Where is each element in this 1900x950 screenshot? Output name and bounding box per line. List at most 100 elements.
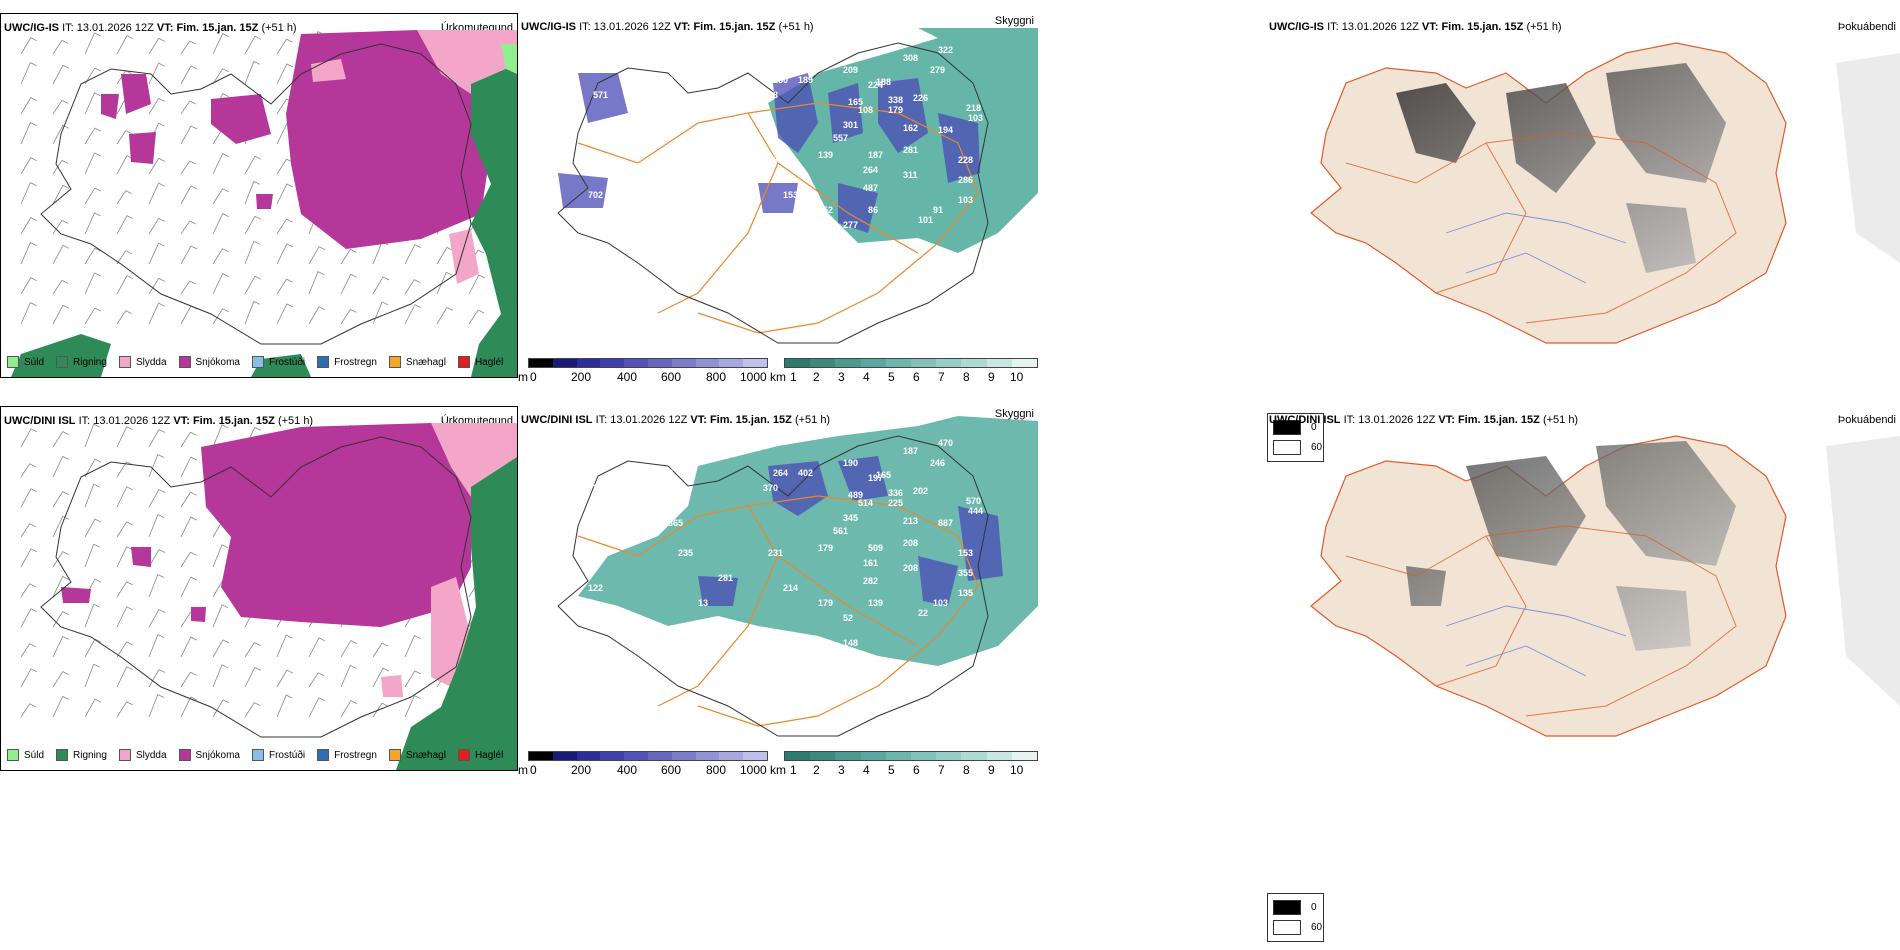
wind-barb	[52, 219, 69, 235]
road-network	[577, 102, 979, 334]
cloud-base-value: 224	[868, 80, 883, 90]
wind-barb	[212, 604, 229, 628]
cloud-base-value: 279	[930, 65, 945, 75]
wind-barb	[244, 666, 262, 688]
wind-barb	[52, 551, 69, 568]
wind-barb	[148, 217, 165, 235]
cloud-base-value: 489	[848, 490, 863, 500]
wind-barb	[308, 697, 326, 718]
wind-barb	[116, 581, 133, 598]
wind-barb	[404, 635, 421, 658]
cloud-base-value: 263	[658, 75, 673, 85]
precip-type-panel-row2: UWC/DINI ISL IT: 13.01.2026 12Z VT: Fim.…	[0, 406, 518, 771]
wind-barb	[84, 247, 101, 265]
wind-barb	[180, 40, 196, 55]
wind-barb	[148, 548, 166, 568]
wind-barb	[468, 274, 486, 295]
cloud-base-value: 235	[678, 548, 693, 558]
wind-barb	[52, 515, 69, 538]
wind-barb	[52, 99, 69, 115]
wind-barb	[148, 37, 165, 55]
wind-barb	[276, 669, 294, 688]
cloud-base-value: 322	[938, 45, 953, 55]
cloud-base-value: 190	[843, 458, 858, 468]
wind-barb	[308, 637, 326, 658]
fog-panel-row1: UWC/IG-IS IT: 13.01.2026 12Z VT: Fim. 15…	[1266, 13, 1900, 378]
wind-barb	[116, 666, 133, 688]
wind-barb	[180, 551, 197, 568]
cloud-base-value: 231	[768, 548, 783, 558]
wind-barb	[20, 122, 37, 145]
cloud-base-value: 557	[833, 133, 848, 143]
precip-map	[20, 423, 517, 770]
wind-barb	[84, 483, 100, 508]
wind-barb	[244, 300, 260, 325]
wind-barb	[20, 182, 37, 205]
cloud-base-value: 402	[798, 468, 813, 478]
wind-barb	[148, 513, 165, 538]
cloud-base-value: 22	[918, 608, 928, 618]
wind-barb	[180, 245, 198, 265]
wind-barb	[404, 244, 422, 265]
cloud-base-value: 281	[718, 573, 733, 583]
wind-barb	[84, 272, 101, 295]
visibility-panel-row2: UWC/DINI ISL IT: 13.01.2026 12Z VT: Fim.…	[518, 406, 1038, 777]
wind-barb	[116, 701, 133, 718]
cloud-base-value: 122	[588, 583, 603, 593]
wind-barb	[148, 242, 165, 265]
wind-barb	[212, 188, 229, 205]
wind-barb	[116, 461, 133, 478]
wind-barb	[52, 611, 69, 628]
cloud-base-value: 165	[876, 470, 891, 480]
wind-barb	[148, 668, 166, 688]
wind-barb	[84, 127, 101, 145]
wind-barb	[20, 277, 37, 295]
wind-barb	[148, 608, 166, 628]
legend-item: Frostregn	[317, 355, 377, 369]
wind-barb	[116, 641, 133, 658]
wind-barb	[244, 702, 261, 718]
visibility-panel-row1: UWC/IG-IS IT: 13.01.2026 12Z VT: Fim. 15…	[518, 13, 1038, 384]
wind-barb	[84, 187, 101, 205]
wind-barb	[308, 271, 325, 295]
panel-title: UWC/IG-IS IT: 13.01.2026 12Z VT: Fim. 15…	[4, 22, 297, 34]
wind-barb	[212, 424, 229, 448]
wind-barb	[308, 306, 326, 325]
road-network	[1345, 132, 1737, 324]
legend-item: Súld	[7, 355, 44, 369]
cloud-base-value: 213	[903, 516, 918, 526]
wind-barb	[116, 190, 132, 205]
cloud-base-value: 216	[843, 245, 858, 255]
precip-type-panel-row1: UWC/IG-IS IT: 13.01.2026 12Z VT: Fim. 15…	[0, 13, 518, 378]
cloud-base-value: 208	[903, 538, 918, 548]
cloud-base-value: 162	[768, 155, 783, 165]
legend-item: Súld	[7, 748, 44, 762]
cloud-base-value: 209	[843, 65, 858, 75]
wind-barb	[372, 667, 390, 688]
wind-barb	[116, 606, 133, 628]
cloud-base-value: 52	[843, 613, 853, 623]
fog-legend-row1: 0 60	[1267, 413, 1324, 462]
wind-barb	[180, 185, 198, 205]
wind-barb	[276, 303, 293, 325]
iceland-outline	[40, 43, 472, 345]
cloud-base-value: 702	[588, 190, 603, 200]
cloud-base-value: 103	[933, 598, 948, 608]
wind-barb	[372, 301, 389, 325]
cloud-base-value: 365	[668, 518, 683, 528]
fog-map	[1310, 435, 1900, 737]
cloud-base-value: 86	[868, 205, 878, 215]
cloud-base-value: 355	[958, 568, 973, 578]
wind-barb	[180, 516, 197, 538]
wind-barb	[116, 215, 134, 235]
panel-label: Skyggni	[994, 408, 1034, 420]
river-network	[1445, 212, 1627, 284]
cloud-base-value: 379	[593, 483, 608, 493]
wind-barb	[116, 155, 134, 175]
wind-barb	[116, 275, 134, 295]
wind-barb	[276, 278, 293, 295]
wind-barb	[148, 428, 166, 448]
cloud-base-value: 282	[863, 576, 878, 586]
wind-barb	[148, 488, 166, 508]
wind-barb	[52, 671, 69, 688]
